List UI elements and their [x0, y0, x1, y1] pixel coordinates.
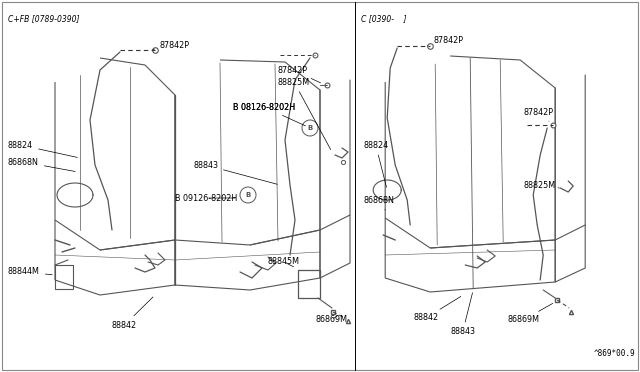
Text: 88845M: 88845M	[268, 257, 300, 267]
Text: 86868N: 86868N	[8, 157, 76, 171]
Text: 88842: 88842	[413, 296, 461, 323]
Bar	[55, 265, 73, 289]
Text: ^869*00.9: ^869*00.9	[593, 349, 635, 358]
Text: 87842P: 87842P	[524, 108, 553, 121]
Text: 87842P: 87842P	[428, 35, 463, 46]
Text: C+FB [0789-0390]: C+FB [0789-0390]	[8, 14, 79, 23]
Text: 88825M: 88825M	[278, 77, 331, 150]
Text: 88824: 88824	[8, 141, 77, 157]
Text: 88844M: 88844M	[8, 267, 52, 276]
Bar	[298, 270, 320, 298]
Text: B 08126-8202H: B 08126-8202H	[233, 103, 305, 126]
Text: B: B	[307, 125, 312, 131]
Text: 87842P: 87842P	[153, 41, 190, 49]
Text: B: B	[245, 192, 251, 198]
Text: 86868N: 86868N	[364, 196, 394, 210]
Text: 88843: 88843	[193, 160, 277, 184]
Text: B 08126-8202H: B 08126-8202H	[233, 103, 295, 112]
Text: C [0390-    ]: C [0390- ]	[361, 14, 406, 23]
Text: B 09126-8202H: B 09126-8202H	[175, 193, 237, 202]
Text: 88824: 88824	[364, 141, 388, 187]
Text: 88842: 88842	[112, 297, 153, 330]
Text: 87842P: 87842P	[278, 65, 321, 83]
Text: 88825M: 88825M	[524, 180, 559, 189]
Text: 86869M: 86869M	[508, 303, 553, 324]
Text: 88843: 88843	[450, 293, 476, 337]
Text: 86869M: 86869M	[315, 315, 347, 324]
